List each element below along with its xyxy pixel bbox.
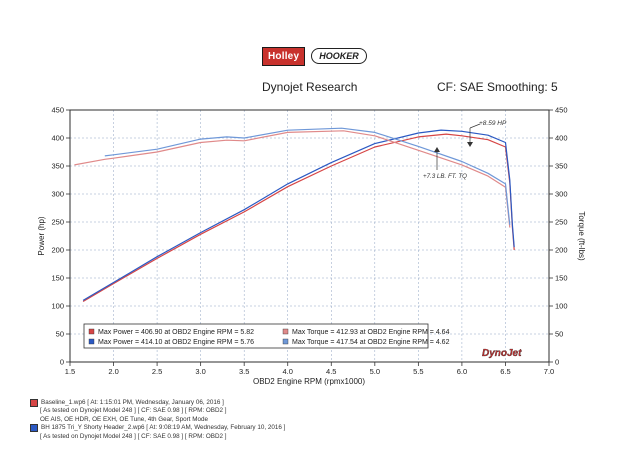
legend-entry-power-baseline: Max Power = 406.90 at OBD2 Engine RPM = … (98, 329, 254, 336)
x-tick-label: 4.0 (283, 367, 293, 376)
y-tick-label-right: 200 (555, 246, 568, 255)
hooker-logo: HOOKER (311, 48, 367, 64)
legend-box: Max Power = 406.90 at OBD2 Engine RPM = … (83, 323, 450, 349)
y-tick-label-right: 50 (555, 330, 563, 339)
run-details: Baseline_1.wp6 [ At: 1:15:01 PM, Wednesd… (30, 399, 285, 441)
annotation-hp: +8.59 HP (467, 120, 507, 147)
y-tick-label-right: 450 (555, 106, 568, 115)
chart-axes: 1.5 2.0 2.5 3.0 3.5 4.0 4.5 5.0 5.5 6.0 6.5 7.00 050… (51, 106, 567, 377)
y-tick-label-left: 0 (60, 358, 64, 367)
legend-swatch (282, 338, 289, 345)
brand-logos: Holley HOOKER (262, 46, 367, 66)
x-tick-label: 6.5 (500, 367, 510, 376)
y-tick-label-left: 450 (51, 106, 64, 115)
y-tick-label-right: 400 (555, 134, 568, 143)
y-tick-label-left: 100 (51, 302, 64, 311)
y-tick-label-right: 150 (555, 274, 568, 283)
series-line-power-0 (82, 133, 515, 303)
legend-entry-torque-baseline: Max Torque = 412.93 at OBD2 Engine RPM =… (292, 329, 450, 336)
y-tick-label-left: 50 (56, 330, 64, 339)
y-axis-label-right: Torque (ft-lbs) (577, 211, 586, 261)
legend-entry-torque-header: Max Torque = 417.54 at OBD2 Engine RPM =… (292, 339, 450, 346)
run2-file-row: BH 1875 Tri_Y Shorty Header_2.wp6 [ At: … (30, 424, 286, 433)
dyno-chart: 1.5 2.0 2.5 3.0 3.5 4.0 4.5 5.0 5.5 6.0 6.5 7.00 050… (37, 106, 586, 387)
chart-series (74, 127, 515, 303)
y-tick-label-left: 350 (51, 162, 64, 171)
x-tick-label: 2.5 (152, 367, 162, 376)
x-tick-label: 5.5 (413, 367, 423, 376)
y-tick-label-right: 0 (555, 358, 559, 367)
run1-file-row: Baseline_1.wp6 [ At: 1:15:01 PM, Wednesd… (30, 399, 285, 408)
holley-logo: Holley (262, 46, 306, 66)
page-title: Dynojet Research (262, 80, 358, 94)
legend-entry-power-header: Max Power = 414.10 at OBD2 Engine RPM = … (98, 339, 254, 346)
legend-swatch (88, 338, 95, 345)
y-tick-label-right: 250 (555, 218, 568, 227)
y-tick-label-right: 100 (555, 302, 568, 311)
x-tick-label: 3.0 (195, 367, 205, 376)
legend-swatch (88, 328, 95, 335)
run2-color-swatch (30, 424, 38, 433)
y-tick-label-right: 300 (555, 190, 568, 199)
correction-factor-label: CF: SAE Smoothing: 5 (437, 80, 558, 94)
run2-detail: [ As tested on Dynojet Model 248 ] [ CF:… (40, 432, 227, 440)
x-tick-label: 4.5 (326, 367, 336, 376)
y-tick-label-left: 300 (51, 190, 64, 199)
hp-gain-annotation: +8.59 HP (479, 120, 507, 127)
series-line-power-1 (82, 129, 515, 301)
plot-area-border (69, 109, 550, 363)
y-axis-label-left: Power (hp) (37, 216, 46, 255)
legend-swatch (282, 328, 289, 335)
y-tick-label-left: 250 (51, 218, 64, 227)
x-tick-label: 7.0 (544, 367, 554, 376)
y-tick-label-left: 400 (51, 134, 64, 143)
x-tick-label: 2.0 (108, 367, 118, 376)
run1-file: Baseline_1.wp6 [ At: 1:15:01 PM, Wednesd… (41, 399, 224, 406)
y-tick-label-right: 350 (555, 162, 568, 171)
dynojet-watermark: DynoJet (482, 348, 522, 359)
run1-notes: OE AIS, OE HDR, OE EXH, OE Tune, 4th Gea… (40, 415, 208, 423)
run1-detail: [ As tested on Dynojet Model 248 ] [ CF:… (40, 407, 227, 415)
x-tick-label: 6.0 (457, 367, 467, 376)
x-tick-label: 3.5 (239, 367, 249, 376)
y-tick-label-left: 150 (51, 274, 64, 283)
run1-color-swatch (30, 399, 38, 408)
x-tick-label: 1.5 (65, 367, 75, 376)
annotation-tq: +7.3 LB. FT. TQ (423, 147, 467, 180)
run2-file: BH 1875 Tri_Y Shorty Header_2.wp6 [ At: … (41, 424, 286, 432)
x-axis-label: OBD2 Engine RPM (rpmx1000) (253, 377, 365, 386)
chart-grid (69, 109, 550, 363)
series-line-torque-2 (74, 130, 511, 228)
y-tick-label-left: 200 (51, 246, 64, 255)
tq-gain-annotation: +7.3 LB. FT. TQ (423, 173, 467, 180)
series-line-torque-3 (104, 127, 511, 225)
x-tick-label: 5.0 (370, 367, 380, 376)
